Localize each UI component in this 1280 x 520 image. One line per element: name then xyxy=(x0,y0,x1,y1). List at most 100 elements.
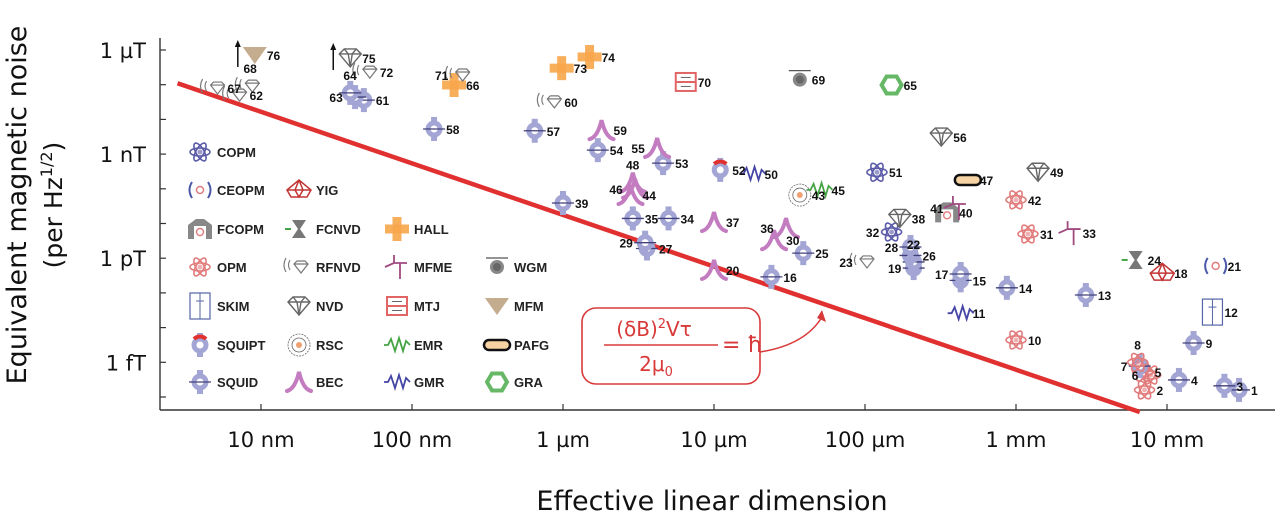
point-label: 51 xyxy=(889,166,903,180)
nvd-marker-icon xyxy=(1026,162,1051,183)
rsc-outer xyxy=(788,183,812,207)
squipt-arc xyxy=(712,159,728,166)
legend-label: COPM xyxy=(217,145,256,160)
y-axis-title-line2: (per Hz1/2) xyxy=(37,142,68,269)
cell xyxy=(942,211,952,220)
legend-item-mfme: MFME xyxy=(384,255,453,279)
squid-marker-icon xyxy=(621,206,644,231)
arrow-up-icon xyxy=(330,42,337,50)
legend-label: GMR xyxy=(414,375,445,390)
pafg-shape xyxy=(953,173,983,187)
data-point xyxy=(760,264,783,289)
point-label: 25 xyxy=(815,247,829,261)
point-label: 66 xyxy=(466,79,480,93)
legend-label: RFNVD xyxy=(316,260,361,275)
zigzag xyxy=(384,334,411,355)
gra-marker-icon xyxy=(879,74,904,96)
data-point xyxy=(849,252,875,269)
data-point xyxy=(995,275,1018,300)
point-label: 26 xyxy=(922,249,936,263)
x-tick-label: 10 µm xyxy=(680,428,747,452)
x-tick-label: 10 mm xyxy=(1130,428,1204,452)
bec-peak xyxy=(587,119,616,142)
point-label: 63 xyxy=(329,91,343,105)
legend-item-rsc: RSC xyxy=(287,333,344,357)
arrow-head-icon xyxy=(817,310,826,322)
hall-marker-icon xyxy=(549,56,574,81)
cell xyxy=(1211,261,1220,271)
point-label: 72 xyxy=(380,66,394,80)
point-label: 41 xyxy=(930,202,944,216)
x-tick-label: 100 µm xyxy=(825,428,906,452)
squid-marker-icon xyxy=(1182,330,1205,355)
x-tick-label: 1 µm xyxy=(536,428,590,452)
data-point xyxy=(711,157,729,182)
formula-num-sup: 2 xyxy=(658,317,666,332)
atom-orbit xyxy=(1009,190,1023,210)
pafg-shape xyxy=(482,338,512,352)
data-point xyxy=(949,262,972,287)
hall-h xyxy=(549,63,574,73)
squid-marker-icon xyxy=(995,275,1018,300)
point-label: 8 xyxy=(1134,338,1141,352)
point-label: 1 xyxy=(1251,384,1258,398)
annotation-arrow xyxy=(759,316,823,353)
data-point xyxy=(1121,250,1143,269)
rf-diamond xyxy=(546,95,563,109)
rfnvd-marker-icon xyxy=(234,76,261,94)
atom-nucleus xyxy=(889,229,895,235)
legend: COPM CEOPM YIG FCOPM FCNVD HALL OPM RFNVD MFME WG… xyxy=(188,142,549,394)
legend-item-gra: GRA xyxy=(484,371,544,393)
rfnvd-marker-icon xyxy=(283,257,309,274)
data-point xyxy=(234,76,261,94)
atom-orbit xyxy=(1005,195,1027,205)
legend-label: BEC xyxy=(316,375,344,390)
atom-orbit xyxy=(880,227,903,237)
rf-diamond xyxy=(362,65,378,80)
data-point xyxy=(222,85,248,103)
point-label: 21 xyxy=(1228,260,1242,274)
bec-marker-icon xyxy=(700,211,728,234)
data-point xyxy=(760,229,789,252)
atom-nucleus xyxy=(1013,197,1019,203)
data-point xyxy=(1005,330,1027,350)
data-point xyxy=(1167,367,1190,392)
rf-waves xyxy=(352,62,360,78)
squid-marker-icon xyxy=(652,151,675,176)
atom-orbit xyxy=(1126,357,1149,368)
x-tick-label: 100 nm xyxy=(372,428,453,452)
data-point xyxy=(700,211,728,234)
point-label: 24 xyxy=(1148,254,1162,268)
formula-den-sub: 0 xyxy=(665,365,673,380)
point-label: 35 xyxy=(645,212,659,226)
legend-label: MTJ xyxy=(414,299,440,314)
data-point xyxy=(1201,298,1224,326)
legend-item-skim: SKIM xyxy=(189,292,250,320)
data-point xyxy=(674,71,697,92)
squid-marker-icon xyxy=(1074,282,1097,307)
data-point xyxy=(806,179,834,199)
bec-peak xyxy=(760,229,789,252)
y-tick-label: 1 µT xyxy=(100,39,146,63)
point-label: 15 xyxy=(973,274,987,288)
point-label: 27 xyxy=(659,243,673,257)
atom-orbit xyxy=(866,167,888,178)
legend-label: SQUIPT xyxy=(217,338,265,353)
atom-nucleus xyxy=(1025,231,1031,237)
point-label: 65 xyxy=(904,79,918,93)
formula-num-b: Vτ xyxy=(666,317,692,341)
point-label: 61 xyxy=(376,94,390,108)
point-label: 45 xyxy=(832,184,846,198)
data-point xyxy=(445,65,471,83)
formula-denominator: 2μ0 xyxy=(639,352,673,380)
data-point xyxy=(935,202,960,223)
formula-den-a: 2μ xyxy=(639,352,665,376)
skim-marker-icon xyxy=(1201,298,1224,326)
squid-hole xyxy=(196,341,204,349)
legend-label: FCNVD xyxy=(316,222,361,237)
legend-label: PAFG xyxy=(514,338,549,353)
legend-label: WGM xyxy=(514,260,547,275)
zigzag xyxy=(384,371,411,392)
data-point xyxy=(552,190,574,215)
data-point xyxy=(772,217,801,240)
